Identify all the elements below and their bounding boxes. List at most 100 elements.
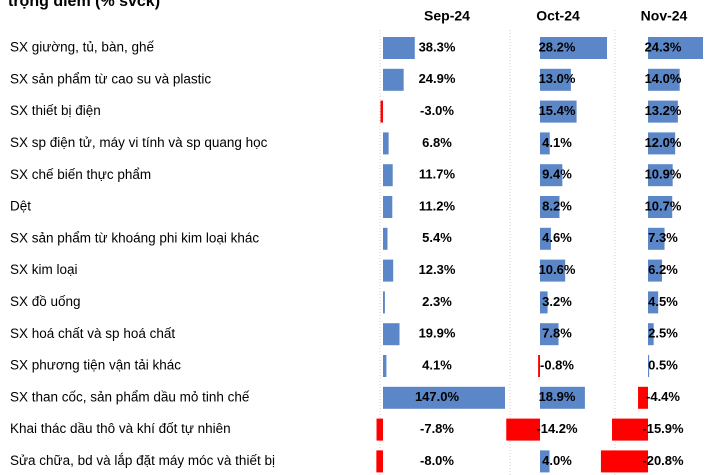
data-bar	[612, 418, 648, 441]
value-label: 15.4%	[539, 103, 576, 118]
data-bar	[538, 355, 540, 377]
data-bar	[383, 227, 388, 250]
data-bar	[383, 386, 505, 409]
data-bar	[648, 37, 703, 59]
value-label: -0.8%	[540, 357, 574, 372]
data-bar	[540, 37, 607, 59]
value-label: 13.0%	[539, 71, 576, 86]
value-label: -3.0%	[420, 103, 454, 118]
value-label: 10.7%	[645, 198, 682, 213]
data-bar	[383, 132, 389, 155]
value-label: -4.4%	[646, 389, 680, 404]
value-label: 18.9%	[539, 389, 576, 404]
value-label: 28.2%	[539, 39, 576, 54]
value-label: 3.2%	[542, 294, 572, 309]
column-header: Nov-24	[641, 8, 688, 24]
value-label: 24.9%	[419, 71, 456, 86]
data-bar	[540, 259, 566, 282]
value-label: 4.1%	[422, 357, 452, 372]
data-bar	[648, 100, 678, 123]
data-bar	[540, 450, 550, 473]
data-bar	[383, 355, 387, 377]
value-label: 4.1%	[542, 135, 572, 150]
value-label: -20.8%	[642, 453, 684, 468]
data-bar	[383, 37, 415, 59]
data-bar	[648, 68, 680, 91]
value-label: -14.2%	[536, 421, 578, 436]
row-label: SX chế biến thực phẩm	[10, 167, 151, 182]
row-label: Dệt	[10, 199, 31, 214]
data-bar	[648, 196, 673, 218]
value-label: 24.3%	[645, 39, 682, 54]
data-bar	[383, 196, 393, 218]
value-label: 9.4%	[542, 167, 572, 182]
value-label: 4.6%	[542, 230, 572, 245]
data-bar	[540, 68, 571, 91]
data-bar	[376, 450, 383, 473]
data-bar	[380, 100, 383, 123]
data-bar	[600, 450, 648, 473]
value-label: 4.5%	[648, 294, 678, 309]
data-bar	[540, 100, 577, 123]
column-header: Sep-24	[424, 8, 470, 24]
value-label: 12.3%	[419, 262, 456, 277]
data-bar	[506, 418, 540, 441]
data-bar	[648, 227, 665, 250]
data-bar	[540, 164, 563, 187]
data-bar	[383, 323, 400, 346]
value-label: 14.0%	[645, 71, 682, 86]
data-bar	[383, 291, 385, 314]
value-label: 147.0%	[415, 389, 460, 404]
row-label: SX sản phẩm từ cao su và plastic	[10, 71, 211, 86]
value-label: 19.9%	[419, 326, 456, 341]
row-label: Sửa chữa, bd và lắp đặt máy móc và thiết…	[10, 453, 275, 468]
row-label: Khai thác dầu thô và khí đốt tự nhiên	[10, 421, 231, 436]
value-label: 13.2%	[645, 103, 682, 118]
row-label: SX hoá chất và sp hoá chất	[10, 326, 175, 341]
row-label: SX thiết bị điện	[10, 103, 101, 118]
data-bar	[648, 259, 663, 282]
value-label: -8.0%	[420, 453, 454, 468]
value-label: 10.9%	[645, 167, 682, 182]
row-label: SX đồ uống	[10, 294, 81, 309]
value-label: 7.3%	[648, 230, 678, 245]
row-label: SX sp điện tử, máy vi tính và sp quang h…	[10, 135, 268, 150]
data-bar	[648, 132, 676, 155]
data-bar	[648, 291, 659, 314]
row-label: SX sản phẩm từ khoáng phi kim loại khác	[10, 230, 259, 245]
data-bar	[540, 196, 560, 218]
data-bar	[648, 164, 673, 187]
data-bar	[540, 291, 548, 314]
data-bar	[383, 259, 394, 282]
chart-title: trọng điểm (% svck)	[8, 0, 160, 10]
value-label: 7.8%	[542, 326, 572, 341]
data-bar	[540, 323, 559, 346]
data-bar	[383, 164, 393, 187]
data-bar	[648, 323, 654, 346]
row-label: SX kim loại	[10, 262, 78, 277]
value-label: -7.8%	[420, 421, 454, 436]
value-label: 6.8%	[422, 135, 452, 150]
value-label: 5.4%	[422, 230, 452, 245]
row-label: SX phương tiện vận tải khác	[10, 358, 181, 373]
value-label: 10.6%	[539, 262, 576, 277]
value-label: -15.9%	[642, 421, 684, 436]
value-label: 6.2%	[648, 262, 678, 277]
data-bar	[638, 386, 648, 409]
value-label: 11.7%	[419, 167, 456, 182]
data-bar	[540, 132, 550, 155]
data-bar	[376, 418, 383, 441]
value-label: 12.0%	[645, 135, 682, 150]
value-label: 11.2%	[419, 198, 456, 213]
value-label: 8.2%	[542, 198, 572, 213]
value-label: 0.5%	[648, 357, 678, 372]
data-bar	[648, 355, 650, 377]
row-label: SX than cốc, sản phẩm dầu mỏ tinh chế	[10, 389, 250, 404]
data-bar	[383, 68, 404, 91]
row-label: SX giường, tủ, bàn, ghế	[10, 40, 154, 55]
data-bar	[540, 386, 585, 409]
value-label: 4.0%	[542, 453, 572, 468]
column-header: Oct-24	[536, 8, 580, 24]
value-label: 38.3%	[419, 39, 456, 54]
